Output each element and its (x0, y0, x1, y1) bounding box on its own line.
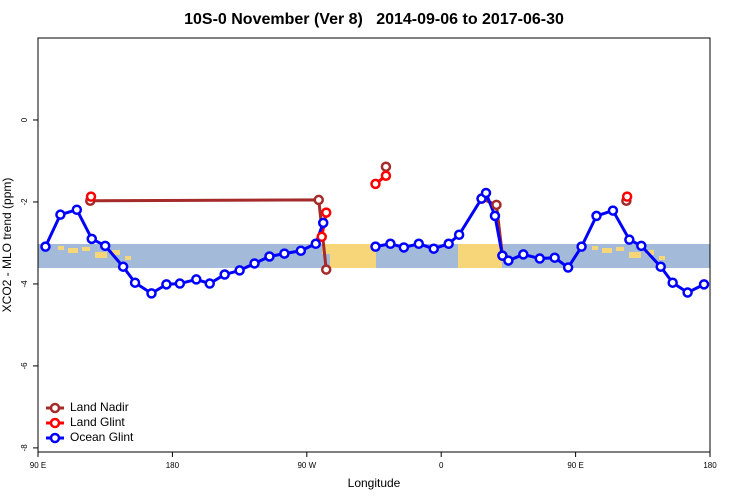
data-point (204, 278, 215, 289)
data-point (398, 242, 410, 253)
y-tick-label: -8 (20, 444, 29, 452)
plot-frame (37, 37, 711, 453)
legend-label: Land Glint (70, 415, 125, 429)
data-point (480, 187, 492, 199)
data-point (698, 279, 710, 290)
data-point (320, 264, 332, 275)
data-point (146, 288, 157, 299)
data-point (503, 255, 514, 266)
data-point (667, 277, 678, 288)
data-point (99, 240, 111, 252)
data-point (607, 205, 619, 216)
data-point (655, 261, 666, 272)
y-tick-label: 0 (20, 117, 29, 122)
series-line (322, 176, 627, 237)
data-point (453, 229, 465, 241)
data-point (161, 279, 172, 290)
y-tick-label: -4 (20, 280, 29, 288)
data-point (234, 265, 245, 276)
data-point (385, 238, 396, 250)
data-point (317, 217, 329, 229)
y-axis-label: XCO2 - MLO trend (ppm) (0, 178, 14, 313)
x-tick-label: 90 E (567, 461, 583, 470)
data-point (86, 233, 98, 245)
data-point (71, 204, 83, 215)
data-point (249, 258, 260, 269)
data-point (380, 170, 392, 181)
data-point (264, 251, 275, 262)
data-point (85, 191, 97, 202)
data-point (320, 207, 332, 218)
data-point (219, 269, 230, 280)
data-point (413, 238, 425, 250)
data-point (55, 209, 66, 220)
data-point (380, 161, 392, 172)
x-tick-label: 180 (166, 461, 180, 470)
data-point (310, 238, 322, 250)
data-point (316, 231, 327, 243)
data-point (129, 277, 141, 288)
data-point (370, 241, 381, 252)
data-point (489, 210, 501, 222)
x-axis-label: Longitude (348, 476, 401, 490)
data-point (491, 199, 502, 211)
legend-marker (49, 432, 61, 444)
data-point (279, 248, 290, 259)
legend-label: Land Nadir (70, 400, 129, 414)
data-point (549, 252, 560, 263)
data-point (295, 245, 307, 256)
y-tick-label: -6 (20, 362, 29, 370)
data-point (534, 253, 546, 264)
data-point (313, 194, 324, 206)
data-point (174, 278, 186, 289)
legend-marker (49, 402, 61, 414)
x-tick-label: 90 E (30, 461, 46, 470)
data-point (443, 238, 454, 250)
y-tick-label: -2 (20, 198, 29, 206)
legend-label: Ocean Glint (70, 430, 134, 444)
x-tick-label: 180 (703, 461, 717, 470)
data-point (191, 274, 202, 285)
legend-marker (49, 417, 61, 429)
data-point (621, 191, 633, 202)
x-tick-label: 90 W (297, 461, 316, 470)
x-tick-label: 0 (439, 461, 444, 470)
data-point (591, 210, 602, 222)
data-point (624, 234, 635, 245)
data-point (562, 262, 574, 273)
chart-title: 10S-0 November (Ver 8) 2014-09-06 to 201… (184, 11, 564, 28)
data-point (576, 241, 587, 252)
data-point (428, 243, 439, 254)
data-point (682, 287, 693, 298)
data-point (117, 261, 129, 272)
data-point (636, 240, 647, 252)
data-point (40, 241, 51, 252)
data-point (518, 249, 529, 260)
data-point (370, 178, 381, 190)
